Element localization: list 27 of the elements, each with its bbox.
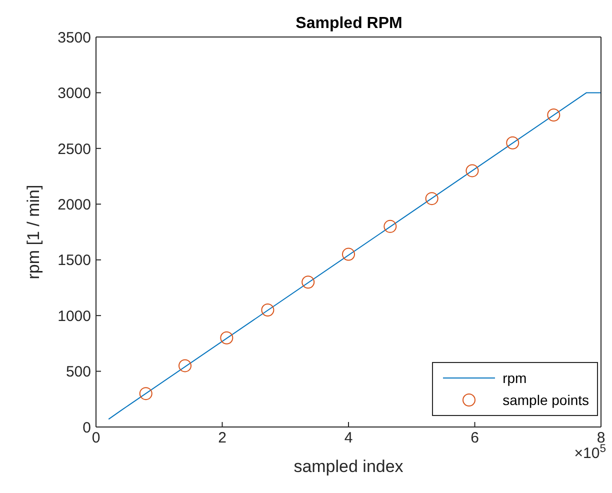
y-tick-label: 3000 bbox=[58, 85, 91, 102]
text: ×10$^{5}$ bbox=[574, 443, 606, 462]
y-tick-label: 3500 bbox=[58, 29, 91, 46]
x-axis-title: sampled index bbox=[294, 457, 404, 476]
point bbox=[547, 108, 560, 122]
y-tick-label: 500 bbox=[66, 364, 91, 381]
point bbox=[384, 220, 397, 233]
point bbox=[466, 164, 479, 178]
legend-label: sample points bbox=[502, 392, 589, 408]
x-tick-label: 6 bbox=[470, 430, 479, 447]
chart-title: Sampled RPM bbox=[296, 15, 402, 32]
y-tick-label: 1500 bbox=[58, 252, 91, 270]
point bbox=[342, 248, 355, 261]
y-axis-title: rpm [1 / min] bbox=[24, 184, 44, 280]
point bbox=[139, 387, 152, 400]
legend-label: rpm bbox=[502, 370, 527, 386]
point bbox=[220, 331, 234, 344]
point bbox=[178, 359, 192, 372]
x-tick-label: 4 bbox=[344, 430, 353, 447]
x-tick-label: 2 bbox=[218, 430, 226, 447]
point bbox=[261, 304, 274, 316]
point bbox=[506, 136, 520, 150]
y-tick-label: 2000 bbox=[58, 196, 91, 214]
y-tick-label: 2500 bbox=[58, 140, 91, 158]
y-tick-label: 1000 bbox=[58, 308, 91, 325]
point bbox=[425, 192, 438, 206]
point bbox=[302, 276, 315, 289]
